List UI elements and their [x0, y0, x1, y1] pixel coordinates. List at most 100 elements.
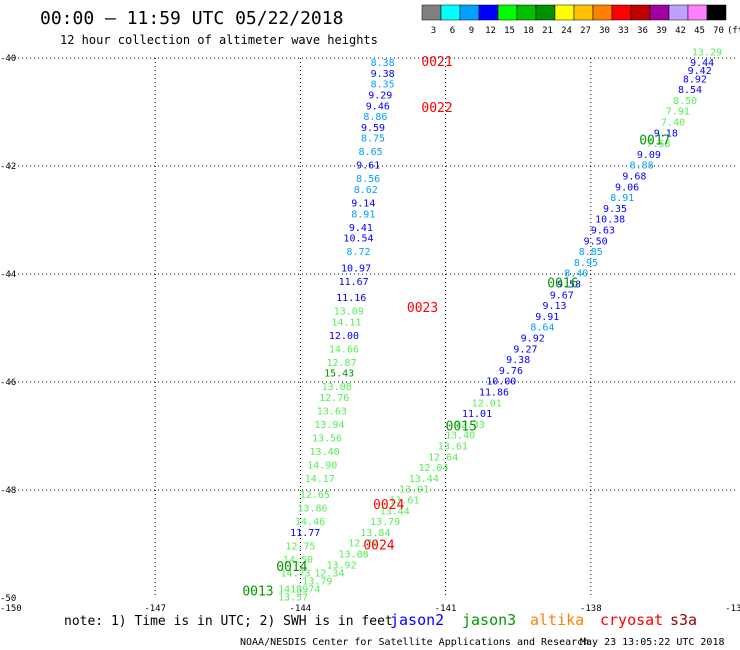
data-point-label: 10.00 [486, 377, 516, 388]
colorbar-label: 6 [450, 26, 455, 36]
colorbar-label: 9 [469, 26, 474, 36]
data-point-label: 8.56 [356, 174, 380, 185]
data-point-label: 8.85 [579, 247, 603, 258]
data-point-label: 11.16 [336, 293, 366, 304]
data-point-label: 14.46 [295, 517, 325, 528]
colorbar-swatch [421, 4, 442, 21]
data-point-label: 9.91 [535, 312, 559, 323]
data-point-label: 13.09 [334, 307, 364, 318]
data-point-label: 13.56 [312, 433, 342, 444]
colorbar-label: 12 [485, 26, 496, 36]
data-point-label: 9.42 [688, 66, 712, 77]
colorbar-label: 24 [561, 26, 572, 36]
time-label: 0024 [363, 538, 394, 553]
grid [10, 57, 736, 598]
colorbar-label: 42 [675, 26, 686, 36]
data-point-label: 13.08 [322, 382, 352, 393]
data-point-label: 9.13 [542, 301, 566, 312]
data-point-label: 8.40 [564, 269, 588, 280]
colorbar-label: 70 [713, 26, 724, 36]
y-tick-label: -48 [0, 486, 16, 496]
data-point-label: 13.92 [326, 560, 356, 571]
data-point-label: 9.09 [637, 150, 661, 161]
data-point-label: 11.77 [290, 528, 320, 539]
colorbar-label: 45 [694, 26, 705, 36]
data-point-label: 12.78 [348, 539, 378, 550]
legend-jason2: jason2 [390, 611, 444, 629]
data-point-label: 13.44 [380, 506, 410, 517]
colorbar-swatch [630, 4, 651, 21]
chart-title: 00:00 – 11:59 UTC 05/22/2018 [40, 8, 343, 29]
data-point-label: 8.75 [361, 134, 385, 145]
colorbar-label: 21 [542, 26, 553, 36]
colorbar-label: 30 [599, 26, 610, 36]
data-point-label: 7.58 [647, 139, 671, 150]
colorbar-label: 33 [618, 26, 629, 36]
data-point-label: 14.11 [331, 317, 361, 328]
data-point-label: 12.04 [418, 463, 448, 474]
data-point-label: 8.72 [346, 247, 370, 258]
colorbar-swatch [668, 4, 689, 21]
x-tick-label: -147 [144, 604, 166, 614]
data-point-label: 10.38 [595, 215, 625, 226]
footer-note: note: 1) Time is in UTC; 2) SWH is in fe… [64, 614, 393, 629]
data-point-label: 8.62 [354, 185, 378, 196]
data-point-label: 7.40 [661, 118, 685, 129]
data-point-label: 9.29 [368, 91, 392, 102]
data-point-label: 14.17 [305, 474, 335, 485]
data-point-label: 13.94 [314, 420, 344, 431]
data-point-label: 12.65 [300, 490, 330, 501]
colorbar-swatch [535, 4, 556, 21]
x-tick-label: -141 [435, 604, 457, 614]
data-point-label: 12.34 [314, 568, 344, 579]
data-point-label: 13.29 [692, 47, 722, 58]
colorbar-swatch [592, 4, 613, 21]
time-label: 0023 [407, 301, 438, 316]
time-label: 0014 [276, 560, 307, 575]
legend-altika: altika [530, 611, 584, 629]
data-point-label: 9.68 [622, 172, 646, 183]
data-point-label: 13.61 [389, 496, 419, 507]
data-point-label: 11.86 [479, 388, 509, 399]
legend-cryosat: cryosat [600, 611, 663, 629]
colorbar-swatch [573, 4, 594, 21]
data-point-label: 9.41 [349, 223, 373, 234]
data-point-label: 13.74 [290, 585, 320, 596]
data-point-label: 13.86 [297, 504, 327, 515]
colorbar-label: 15 [504, 26, 515, 36]
data-point-label: 10.54 [343, 234, 373, 245]
colorbar-swatch [611, 4, 632, 21]
data-point-label: 13.63 [317, 406, 347, 417]
colorbar-swatch [516, 4, 537, 21]
colorbar-swatch [706, 4, 727, 21]
data-point-label: 9.50 [584, 236, 608, 247]
x-tick-label: -144 [290, 604, 312, 614]
data-point-label: 8.95 [574, 258, 598, 269]
colorbar-label: 18 [523, 26, 534, 36]
data-point-label: 13.61 [438, 442, 468, 453]
data-point-label: 8.86 [363, 112, 387, 123]
x-tick-label: -135 [725, 604, 740, 614]
data-point-label: 8.65 [359, 147, 383, 158]
time-label: 0017 [639, 133, 670, 148]
data-point-label: 9.14 [351, 199, 375, 210]
data-point-label: 12.76 [319, 393, 349, 404]
satellite-legend: jason2 jason3 altika cryosat s3a [390, 611, 697, 629]
header: 00:00 – 11:59 UTC 05/22/2018 12 hour col… [40, 8, 378, 47]
colorbar-label: 3 [431, 26, 436, 36]
data-point-label: 8.91 [610, 193, 634, 204]
data-point-label: 14.50 [283, 555, 313, 566]
y-tick-label: -44 [0, 270, 16, 280]
data-point-label: 13.91 [399, 485, 429, 496]
time-label: 0016 [547, 277, 578, 292]
colorbar-swatch [497, 4, 518, 21]
data-point-label: 13.57 [278, 593, 308, 604]
data-point-label: 13.84 [360, 528, 390, 539]
data-point-label: 9.38 [371, 69, 395, 80]
data-point-label: 13.79 [302, 577, 332, 588]
data-point-label: 11.01 [462, 409, 492, 420]
colorbar-swatch [554, 4, 575, 21]
data-point-label: 8.54 [678, 85, 702, 96]
